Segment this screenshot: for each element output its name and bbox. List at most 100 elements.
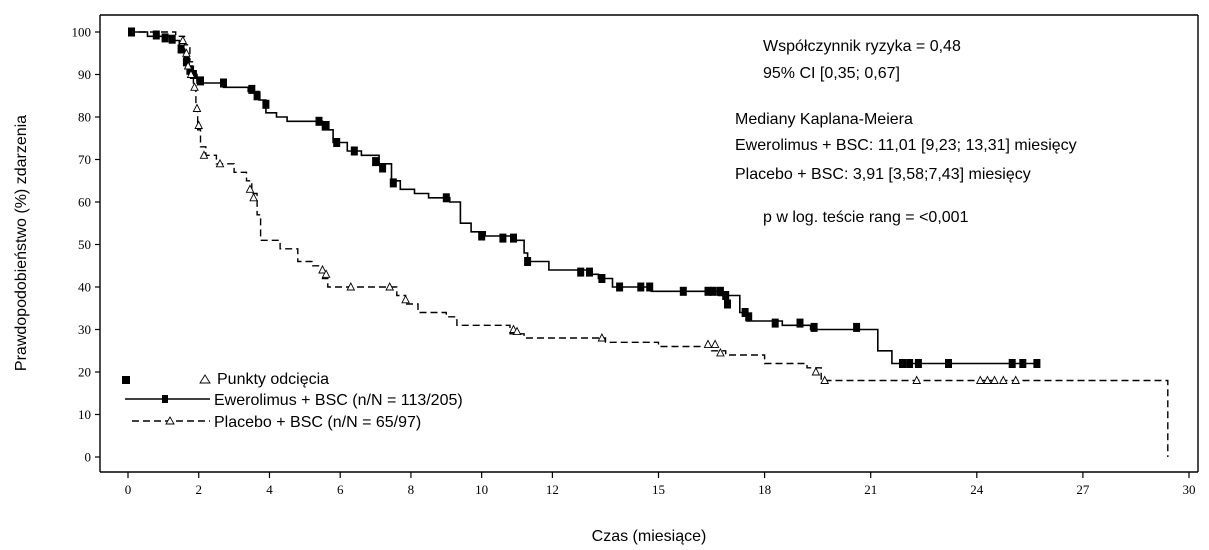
ewerolimus-censor-marker — [322, 121, 330, 130]
x-tick-label: 24 — [970, 482, 984, 497]
placebo-censor-marker — [975, 375, 985, 384]
legend-censor-triangle-icon — [199, 374, 211, 384]
placebo-censor-marker — [512, 326, 522, 336]
x-tick-label: 27 — [1076, 482, 1090, 497]
placebo-censor-marker — [199, 150, 209, 159]
placebo-censor-marker — [716, 347, 725, 357]
placebo-censor-marker — [912, 375, 922, 384]
ewerolimus-censor-marker — [709, 286, 717, 296]
log-rank-p-text: p w log. teście rang = <0,001 — [763, 209, 969, 226]
ewerolimus-censor-marker — [598, 274, 606, 283]
median-placebo-text: Placebo + BSC: 3,91 [3,58;7,43] miesięcy — [735, 166, 1031, 183]
legend-censor-square-icon — [122, 376, 130, 384]
ewerolimus-censor-marker — [1008, 359, 1016, 368]
ewerolimus-censor-marker — [182, 57, 190, 67]
placebo-censor-marker — [597, 333, 607, 342]
placebo-censor-marker — [346, 282, 356, 291]
ewerolimus-censor-marker — [771, 318, 779, 328]
y-tick-label: 10 — [78, 407, 91, 422]
ewerolimus-censor-marker — [168, 34, 176, 44]
x-axis-title: Czas (miesiące) — [592, 528, 707, 545]
placebo-censor-marker — [998, 375, 1008, 384]
ewerolimus-censor-marker — [810, 322, 818, 332]
ewerolimus-censor-marker — [1033, 359, 1041, 368]
confidence-interval-text: 95% CI [0,35; 0,67] — [763, 65, 900, 82]
x-tick-label: 6 — [337, 482, 344, 497]
x-tick-label: 12 — [546, 482, 559, 497]
placebo-censor-marker — [178, 35, 188, 44]
ewerolimus-censor-marker — [646, 282, 654, 292]
ewerolimus-censor-marker — [524, 257, 532, 266]
ewerolimus-censor-marker — [1019, 359, 1027, 368]
ewerolimus-censor-marker — [333, 138, 341, 147]
statistics-annotations: Współczynnik ryzyka = 0,48 95% CI [0,35;… — [735, 38, 1077, 226]
placebo-censor-marker — [703, 339, 713, 348]
ewerolimus-censor-marker — [350, 146, 358, 156]
x-tick-label: 21 — [864, 482, 877, 497]
placebo-censor-marker — [321, 269, 331, 278]
placebo-censor-marker — [194, 120, 204, 129]
ewerolimus-censor-marker — [499, 233, 507, 243]
placebo-censor-marker — [190, 82, 199, 91]
ewerolimus-censor-marker — [586, 267, 593, 277]
placebo-censor-marker — [1011, 375, 1021, 384]
ewerolimus-censor-marker — [220, 78, 227, 88]
ewerolimus-censor-marker — [478, 231, 486, 241]
ewerolimus-censor-marker — [379, 163, 387, 173]
placebo-censor-marker — [401, 294, 410, 304]
ewerolimus-censor-marker — [262, 99, 270, 109]
ewerolimus-censor-marker — [679, 286, 687, 296]
y-tick-label: 0 — [85, 450, 92, 465]
x-tick-label: 15 — [652, 482, 665, 497]
x-tick-label: 4 — [266, 482, 273, 497]
y-axis-ticks: 0 10 20 30 40 50 60 70 80 90 100 — [72, 25, 100, 465]
y-tick-label: 30 — [78, 322, 91, 337]
ewerolimus-censor-marker — [899, 359, 906, 368]
ewerolimus-censor-marker — [637, 282, 645, 292]
placebo-censor-marker — [385, 282, 395, 291]
median-ewerolimus-text: Ewerolimus + BSC: 11,01 [9,23; 13,31] mi… — [735, 137, 1077, 154]
ewerolimus-censor-marker — [853, 322, 861, 332]
placebo-curve — [128, 31, 1169, 457]
y-tick-label: 50 — [78, 237, 91, 252]
placebo-censor-marker — [983, 375, 992, 384]
legend-ewerolimus-marker-icon — [162, 395, 168, 403]
x-tick-label: 0 — [125, 482, 132, 497]
axes — [99, 14, 1199, 473]
ewerolimus-censor-marker — [722, 291, 730, 300]
placebo-censor-marker — [192, 103, 202, 112]
y-tick-label: 20 — [78, 365, 91, 380]
x-tick-label: 2 — [195, 482, 202, 497]
x-tick-label: 30 — [1183, 482, 1196, 497]
ewerolimus-censor-marker — [745, 312, 753, 322]
y-tick-label: 90 — [78, 67, 91, 82]
legend: Punkty odcięcia Ewerolimus + BSC (n/N = … — [122, 371, 463, 431]
placebo-censor-marker — [820, 375, 830, 384]
y-tick-label: 40 — [78, 280, 91, 295]
km-medians-heading: Mediany Kaplana-Meiera — [735, 111, 913, 128]
ewerolimus-censor-marker — [724, 299, 731, 309]
placebo-censor-marker — [710, 339, 720, 348]
y-tick-label: 70 — [78, 152, 91, 167]
placebo-censor-marker — [186, 69, 196, 78]
y-axis-title: Prawdopodobieństwo (%) zdarzenia — [13, 115, 30, 371]
ewerolimus-censor-marker — [161, 33, 169, 43]
legend-ewerolimus-label: Ewerolimus + BSC (n/N = 113/205) — [214, 392, 463, 409]
placebo-censor-marker — [318, 265, 327, 274]
ewerolimus-censor-marker — [442, 193, 450, 203]
ewerolimus-censor-marker — [704, 286, 712, 296]
censor-markers — [128, 27, 1041, 384]
ewerolimus-censor-marker — [616, 282, 624, 292]
ewerolimus-censor-marker — [914, 359, 922, 368]
y-tick-label: 60 — [78, 195, 91, 210]
placebo-censor-marker — [249, 192, 258, 202]
ewerolimus-censor-marker — [906, 359, 914, 368]
placebo-censor-marker — [182, 48, 191, 57]
x-axis-ticks: 0 2 4 6 8 10 12 15 18 21 24 27 30 — [125, 472, 1196, 497]
y-tick-label: 80 — [78, 110, 91, 125]
x-tick-label: 18 — [758, 482, 771, 497]
placebo-censor-marker — [811, 367, 821, 376]
ewerolimus-censor-marker — [716, 286, 724, 296]
legend-placebo-marker-icon — [165, 416, 175, 425]
